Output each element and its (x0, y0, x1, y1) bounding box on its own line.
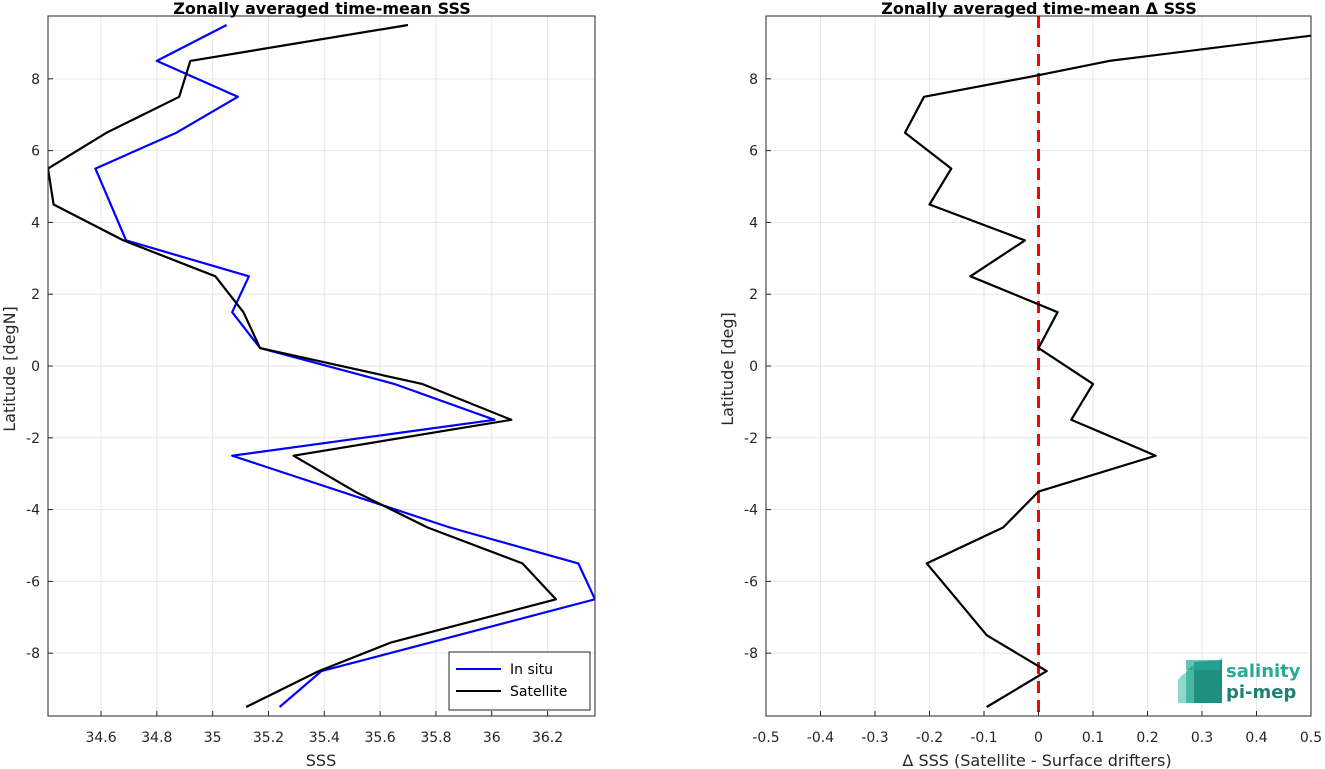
legend: In situ Satellite (448, 651, 591, 711)
series-group (48, 23, 595, 708)
x-tick-label: 35.6 (365, 730, 396, 746)
x-tick-label: 0.2 (1136, 730, 1158, 746)
y-tick-label: 2 (749, 287, 758, 303)
logo-text-pi-mep: pi-mep (1226, 682, 1296, 703)
y-tick-label: 6 (31, 144, 40, 160)
x-tick-label: 0.4 (1245, 730, 1267, 746)
y-tick-label: 4 (749, 215, 758, 231)
x-tick-label: 35.4 (309, 730, 340, 746)
y-tick-label: -2 (26, 431, 40, 447)
x-tick-label: 0.3 (1191, 730, 1213, 746)
x-tick-label: 35.2 (253, 730, 284, 746)
chart-title: Zonally averaged time-mean Δ SSS (881, 0, 1197, 18)
y-tick-label: 0 (749, 359, 758, 375)
legend-label-satellite: Satellite (510, 684, 567, 700)
delta-sss-chart: Zonally averaged time-mean Δ SSS -0.5 -0.… (718, 0, 1322, 769)
x-tick-label: 34.8 (141, 730, 172, 746)
salinity-pi-mep-logo: salinity pi-mep (1178, 658, 1301, 703)
logo-text-salinity: salinity (1226, 661, 1301, 682)
x-tick-label: 35 (204, 730, 222, 746)
y-axis-label: Latitude [degN] (0, 306, 19, 432)
sss-chart: Zonally averaged time-mean SSS 34.6 34.8 3… (0, 0, 596, 769)
y-tick-label: 4 (31, 215, 40, 231)
legend-label-in-situ: In situ (510, 662, 553, 678)
grid (48, 16, 595, 716)
tick-labels: 34.6 34.8 35 35.2 35.4 35.6 35.8 36 36.2 -8 -6 -4 -2… (26, 72, 563, 746)
y-tick-label: -6 (744, 574, 758, 590)
x-tick-label: 36 (483, 730, 501, 746)
x-tick-label: -0.4 (807, 730, 834, 746)
x-tick-label: -0.5 (752, 730, 779, 746)
y-tick-label: -4 (26, 503, 40, 519)
wave-icon (1178, 658, 1222, 703)
y-tick-label: 8 (31, 72, 40, 88)
series-line-satellite (48, 23, 558, 708)
series-line-series-0 (903, 34, 1311, 708)
y-tick-label: 6 (749, 144, 758, 160)
x-tick-label: -0.1 (970, 730, 997, 746)
tick-labels: -0.5 -0.4 -0.3 -0.2 -0.1 0 0.1 0.2 0.3 0.4 0.5 -8 -6… (744, 72, 1322, 746)
x-tick-label: 0.1 (1082, 730, 1104, 746)
y-tick-label: 0 (31, 359, 40, 375)
chart-title: Zonally averaged time-mean SSS (173, 0, 471, 18)
y-tick-label: -6 (26, 574, 40, 590)
y-tick-label: -8 (744, 646, 758, 662)
x-tick-label: 35.8 (420, 730, 451, 746)
x-tick-label: 0.5 (1300, 730, 1322, 746)
y-tick-label: -4 (744, 503, 758, 519)
x-tick-label: -0.3 (861, 730, 888, 746)
y-axis-label: Latitude [deg] (718, 312, 737, 426)
y-tick-label: 8 (749, 72, 758, 88)
x-tick-label: 34.6 (85, 730, 116, 746)
x-tick-label: 36.2 (532, 730, 563, 746)
legend-box (448, 651, 591, 711)
y-tick-label: -2 (744, 431, 758, 447)
x-tick-label: 0 (1034, 730, 1043, 746)
x-tick-label: -0.2 (916, 730, 943, 746)
x-axis-label: SSS (306, 751, 336, 769)
x-axis-label: Δ SSS (Satellite - Surface drifters) (902, 751, 1171, 769)
series-group (903, 16, 1311, 716)
y-tick-label: -8 (26, 646, 40, 662)
y-tick-label: 2 (31, 287, 40, 303)
